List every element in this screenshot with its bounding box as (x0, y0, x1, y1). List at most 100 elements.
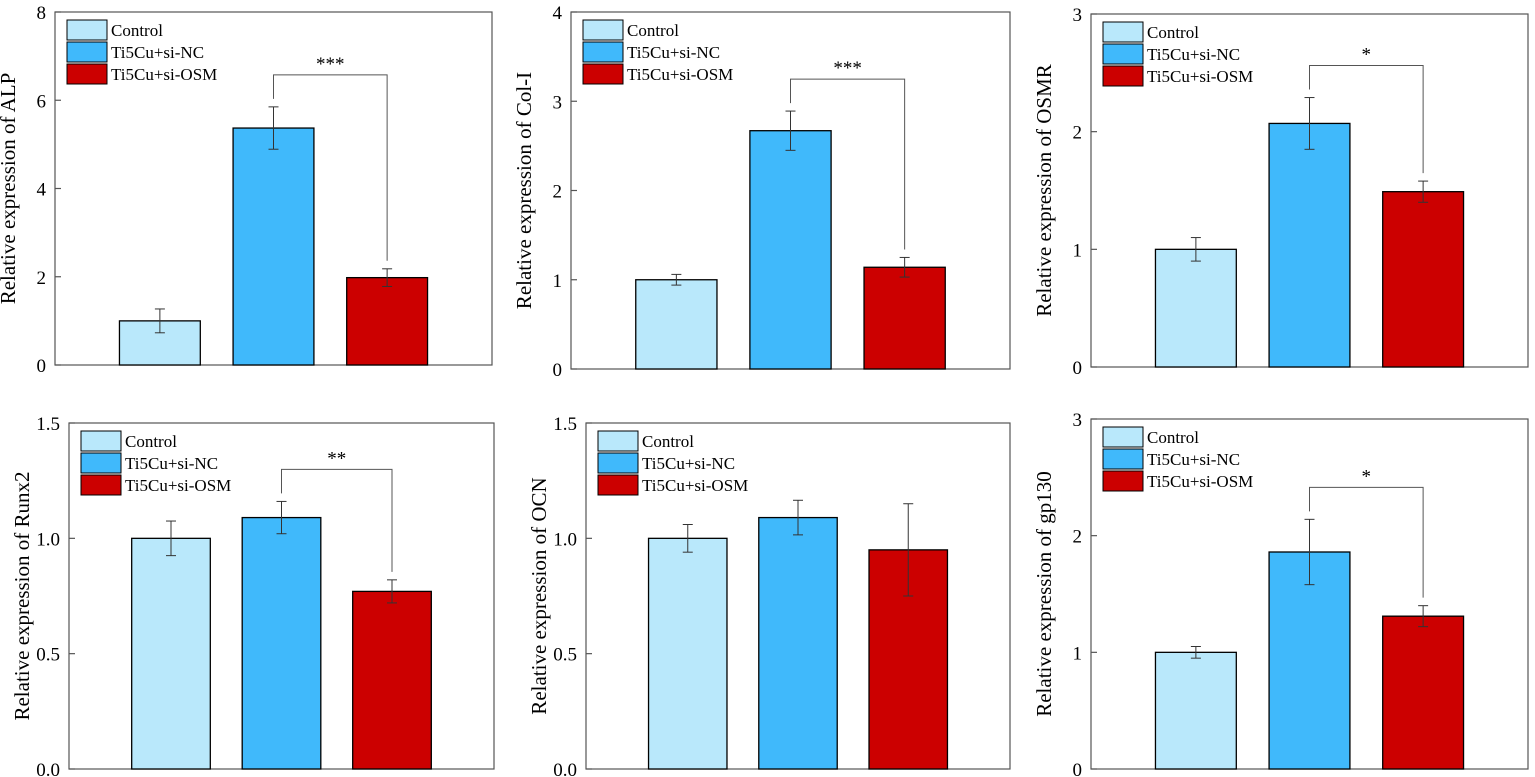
legend-swatch-ti5cu-si-nc (582, 41, 624, 63)
legend-label: Ti5Cu+si-OSM (1147, 472, 1253, 491)
y-tick-label: 2 (553, 182, 563, 203)
y-tick-label: 2 (1073, 527, 1083, 548)
legend-swatch-ti5cu-si-nc (597, 452, 639, 474)
legend-label: Ti5Cu+si-OSM (111, 65, 217, 84)
legend-label: Ti5Cu+si-NC (1147, 45, 1240, 64)
legend-swatch-control (80, 430, 122, 452)
legend-swatch-ti5cu-si-osm (597, 474, 639, 496)
legend-label: Control (627, 21, 679, 40)
y-axis-label: Relative expression of gp130 (1032, 471, 1056, 717)
legend-label: Ti5Cu+si-NC (642, 454, 735, 473)
y-tick-label: 1 (553, 271, 563, 292)
legend-label: Control (1147, 428, 1199, 447)
y-tick-label: 0.5 (36, 645, 60, 666)
y-tick-label: 1.5 (36, 414, 60, 435)
bar-ti5cu-si-osm (863, 266, 946, 370)
y-tick-label: 1 (1073, 240, 1083, 261)
chart-panel-osmr: 0 1 2 3 Relative expression of OSMR * Control T… (1032, 5, 1529, 379)
y-tick-label: 3 (1073, 5, 1083, 26)
legend-swatch-control (1102, 21, 1144, 43)
bar-ti5cu-si-osm (1382, 615, 1465, 770)
significance-label: * (1362, 45, 1372, 66)
y-tick-label: 1 (1073, 643, 1083, 664)
y-tick-label: 0 (37, 356, 47, 377)
significance-label: ** (327, 448, 346, 469)
legend-swatch-ti5cu-si-nc (1102, 448, 1144, 470)
y-axis-label: Relative expression of ALP (0, 73, 20, 305)
significance-label: *** (316, 54, 345, 75)
y-tick-label: 3 (1073, 410, 1083, 431)
chart-panel-ocn: 0.0 0.5 1.0 1.5 Relative expression of OCN Co… (527, 414, 1011, 777)
bar-control (647, 537, 728, 770)
chart-panel-gp130: 0 1 2 3 Relative expression of gp130 * Control… (1032, 410, 1529, 777)
y-tick-label: 1.0 (553, 529, 577, 550)
legend-swatch-ti5cu-si-nc (80, 452, 122, 474)
significance-bracket (281, 468, 393, 572)
bar-ti5cu-si-nc (749, 130, 832, 370)
significance-bracket (273, 74, 388, 261)
bar-control (635, 279, 718, 370)
legend-swatch-control (597, 430, 639, 452)
chart-panel-col1: 0 1 2 3 4 Relative expression of Col-I *** Cont… (512, 3, 1011, 381)
legend-label: Ti5Cu+si-NC (1147, 450, 1240, 469)
significance-label: * (1362, 466, 1372, 487)
significance-label: *** (833, 58, 862, 79)
legend-label: Control (111, 21, 163, 40)
bar-ti5cu-si-nc (1268, 551, 1351, 770)
significance-bracket (790, 78, 906, 250)
legend-swatch-control (1102, 426, 1144, 448)
chart-panel-alp: 0 2 4 6 8 Relative expression of ALP *** Contro… (0, 3, 493, 377)
y-tick-label: 0.0 (553, 760, 577, 777)
y-tick-label: 0 (553, 360, 563, 381)
legend-label: Ti5Cu+si-NC (125, 454, 218, 473)
y-tick-label: 4 (553, 3, 563, 24)
y-tick-label: 1.5 (553, 414, 577, 435)
significance-bracket (1309, 65, 1424, 174)
significance-bracket (1309, 486, 1424, 598)
bar-ti5cu-si-nc (758, 516, 838, 770)
y-tick-label: 6 (37, 91, 47, 112)
bar-control (1154, 248, 1237, 368)
y-tick-label: 0.5 (553, 645, 577, 666)
bar-ti5cu-si-nc (1268, 122, 1351, 368)
y-axis-label: Relative expression of Col-I (512, 72, 536, 309)
y-tick-label: 4 (37, 180, 47, 201)
bar-control (131, 537, 211, 770)
legend-swatch-control (582, 19, 624, 41)
legend-label: Ti5Cu+si-NC (627, 43, 720, 62)
legend-label: Ti5Cu+si-OSM (642, 476, 748, 495)
legend-swatch-control (66, 19, 108, 41)
legend-swatch-ti5cu-si-osm (66, 63, 108, 85)
legend-label: Ti5Cu+si-OSM (125, 476, 231, 495)
y-tick-label: 0 (1073, 760, 1083, 777)
y-tick-label: 2 (1073, 123, 1083, 144)
y-tick-label: 1.0 (36, 529, 60, 550)
legend-swatch-ti5cu-si-osm (582, 63, 624, 85)
legend-swatch-ti5cu-si-osm (1102, 470, 1144, 492)
bar-ti5cu-si-osm (346, 276, 429, 366)
legend-label: Ti5Cu+si-NC (111, 43, 204, 62)
legend-label: Control (125, 432, 177, 451)
y-tick-label: 0 (1073, 358, 1083, 379)
legend-swatch-ti5cu-si-nc (1102, 43, 1144, 65)
y-axis-label: Relative expression of OSMR (1032, 64, 1056, 317)
legend-label: Ti5Cu+si-OSM (1147, 67, 1253, 86)
legend-label: Ti5Cu+si-OSM (627, 65, 733, 84)
legend-swatch-ti5cu-si-osm (80, 474, 122, 496)
legend-label: Control (1147, 23, 1199, 42)
y-axis-label: Relative expression of Runx2 (10, 471, 34, 720)
legend-label: Control (642, 432, 694, 451)
y-axis-label: Relative expression of OCN (527, 477, 551, 714)
bar-ti5cu-si-osm (352, 590, 432, 770)
bar-ti5cu-si-osm (1382, 191, 1465, 368)
y-tick-label: 3 (553, 92, 563, 113)
legend-swatch-ti5cu-si-osm (1102, 65, 1144, 87)
chart-panel-runx2: 0.0 0.5 1.0 1.5 Relative expression of Runx2… (10, 414, 495, 777)
legend-swatch-ti5cu-si-nc (66, 41, 108, 63)
bar-ti5cu-si-nc (232, 127, 315, 366)
y-tick-label: 0.0 (36, 760, 60, 777)
y-tick-label: 8 (37, 3, 47, 24)
y-tick-label: 2 (37, 268, 47, 289)
bar-control (1154, 651, 1237, 770)
